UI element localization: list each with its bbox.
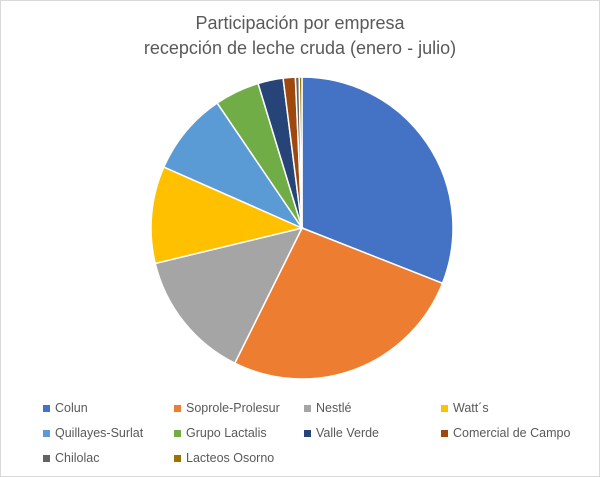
pie-slice-colun	[301, 76, 454, 285]
legend-item: Chilolac	[43, 451, 99, 465]
legend-swatch	[43, 404, 50, 412]
legend-label: Colun	[55, 401, 88, 415]
legend-label: Valle Verde	[316, 426, 380, 440]
legend-label: Quillayes-Surlat	[55, 426, 144, 440]
pie-slice-quillayes-surlat	[162, 102, 305, 230]
pie-slice-lacteos-osorno	[298, 76, 303, 229]
legend-label: Soprole-Prolesur	[186, 401, 280, 415]
legend-swatch	[174, 404, 181, 412]
legend-label: Grupo Lactalis	[186, 426, 267, 440]
pie-chart	[150, 76, 454, 380]
chart-title: Participación por empresa	[195, 13, 405, 33]
legend-label: Watt´s	[453, 401, 489, 415]
legend-swatch	[43, 429, 50, 437]
legend-item: Colun	[43, 401, 88, 415]
chart-subtitle: recepción de leche cruda (enero - julio)	[143, 38, 457, 58]
legend-item: Nestlé	[304, 401, 351, 415]
legend-swatch	[174, 429, 181, 437]
legend-label: Comercial de Campo	[453, 426, 571, 440]
pie-slice-nestl-	[154, 226, 304, 365]
legend-label: Lacteos Osorno	[186, 451, 275, 465]
legend-item: Valle Verde	[304, 426, 379, 440]
legend-swatch	[43, 454, 50, 462]
legend-item: Soprole-Prolesur	[174, 401, 280, 415]
legend-swatch	[441, 429, 448, 437]
legend-swatch	[174, 454, 181, 462]
legend-item: Lacteos Osorno	[174, 451, 274, 465]
legend-swatch	[304, 404, 311, 412]
legend-swatch	[441, 404, 448, 412]
legend-swatch	[304, 429, 311, 437]
pie-slice-watt-s	[150, 166, 305, 265]
legend-item: Watt´s	[441, 401, 489, 415]
legend-label: Chilolac	[55, 451, 100, 465]
legend-label: Nestlé	[316, 401, 352, 415]
legend-item: Quillayes-Surlat	[43, 426, 143, 440]
legend-item: Comercial de Campo	[441, 426, 570, 440]
pie-slice-soprole-prolesur	[233, 227, 444, 380]
legend-item: Grupo Lactalis	[174, 426, 267, 440]
